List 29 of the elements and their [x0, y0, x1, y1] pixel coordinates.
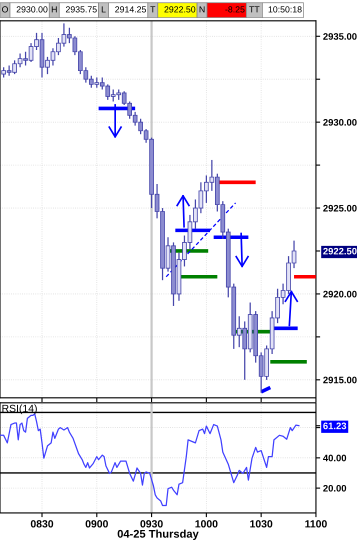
text: N — [200, 6, 205, 12]
x-tick-label: 1100 — [305, 520, 327, 528]
y-tick-label: 2915.00 — [323, 376, 357, 384]
y-tick-label: 61.23 — [323, 422, 346, 430]
text: 2935.75 — [66, 6, 97, 12]
y-tick-label: 2920.00 — [323, 290, 357, 298]
text: -8.25 — [225, 6, 245, 12]
y-tick-label: 20.00 — [323, 484, 346, 492]
x-tick-label: 0830 — [30, 520, 54, 528]
text: 10:50:18 — [268, 6, 302, 12]
chart-title: RSI(14) — [2, 404, 37, 414]
text: 2914.25 — [115, 6, 146, 12]
x-tick-label: 0900 — [86, 520, 108, 528]
y-tick-label: 2925.00 — [323, 204, 357, 212]
y-tick-label: 2922.50 — [323, 248, 357, 255]
text: L — [102, 6, 106, 12]
x-axis-title: 04-25 Thursday — [118, 530, 199, 540]
text: H — [52, 6, 57, 12]
text: TT — [249, 6, 260, 12]
x-tick-label: 0930 — [140, 520, 163, 528]
y-tick-label: 40.00 — [323, 454, 346, 462]
y-tick-label: 2930.00 — [323, 118, 357, 126]
text: T — [150, 6, 156, 12]
text: 2922.50 — [164, 6, 196, 12]
text: 2930.00 — [16, 6, 48, 12]
text: O — [2, 6, 8, 12]
y-tick-label: 2935.00 — [323, 33, 357, 40]
x-tick-label: 1030 — [250, 520, 272, 528]
x-tick-label: 1000 — [195, 520, 218, 528]
